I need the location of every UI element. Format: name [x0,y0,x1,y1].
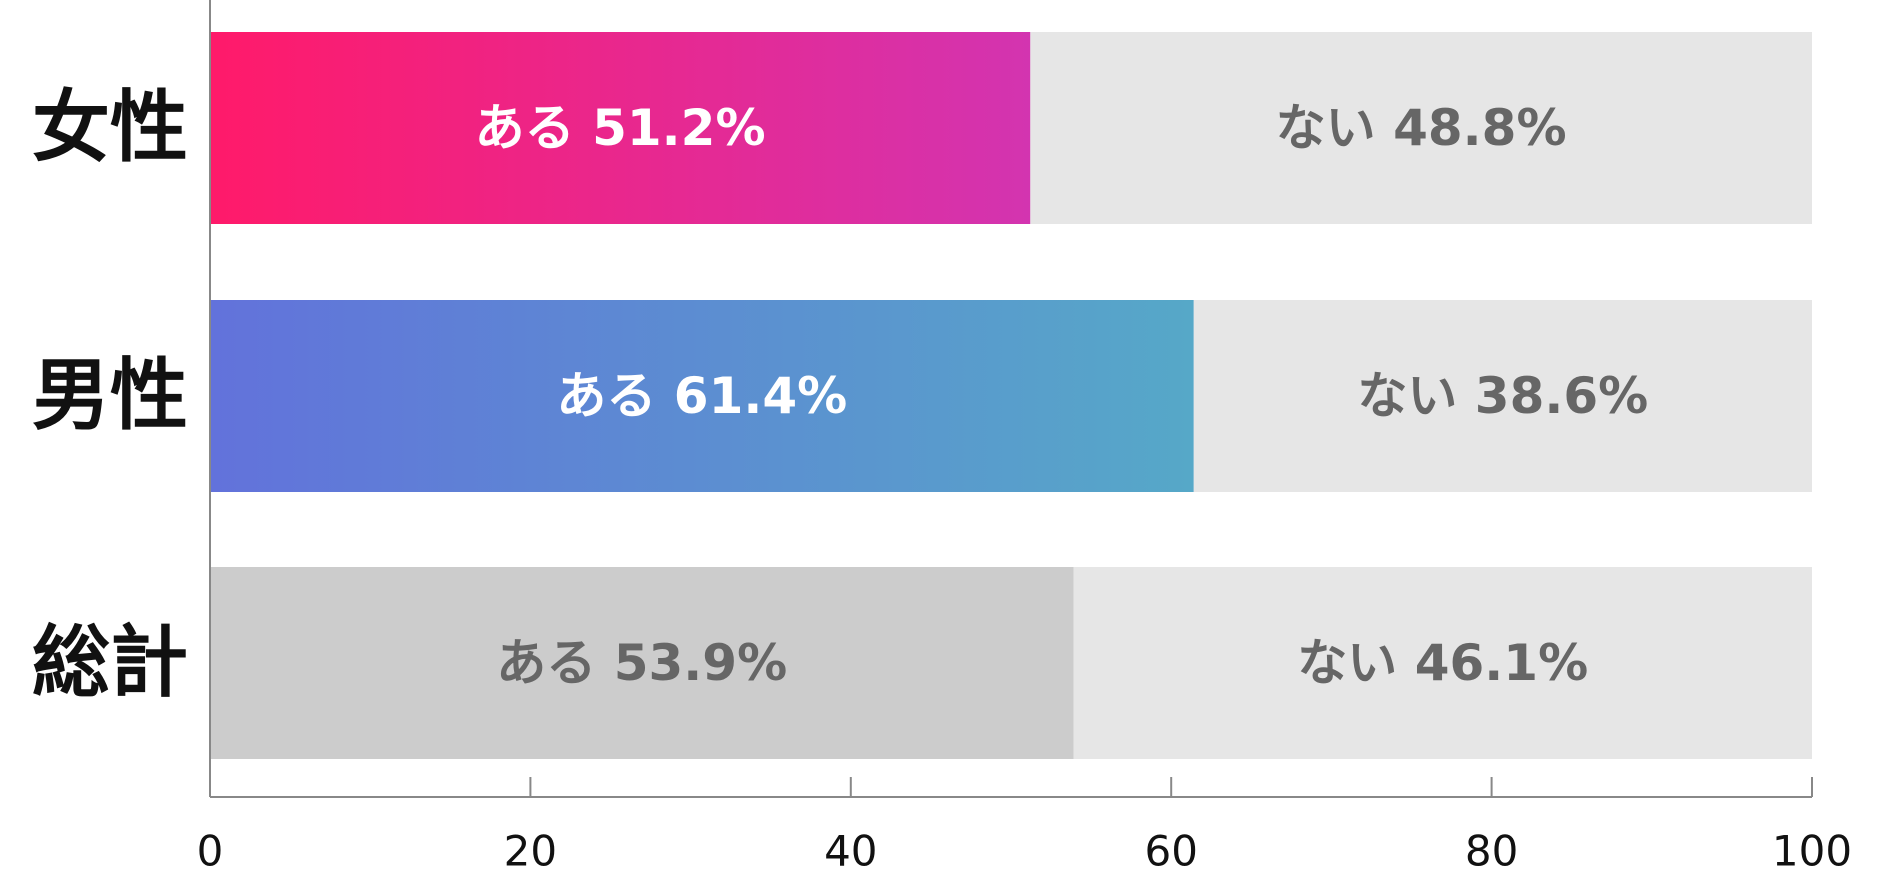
category-label-total: 総計 [32,618,188,708]
data-label-total-aru: ある 53.9% [496,634,787,692]
data-label-female-nai: ない 48.8% [1276,99,1567,157]
category-label-female: 女性 [32,83,188,173]
data-label-male-nai: ない 38.6% [1357,367,1648,425]
x-tick-label-0: 0 [197,827,224,876]
bar-male-aru [210,300,1194,492]
category-label-male: 男性 [32,351,188,441]
bar-male-nai [1193,300,1812,492]
x-tick-label-20: 20 [504,827,557,876]
data-label-female-aru: ある 51.2% [475,99,766,157]
bar-total-nai [1073,567,1812,759]
x-tick-label-40: 40 [824,827,877,876]
data-label-total-nai: ない 46.1% [1297,634,1588,692]
x-tick-label-60: 60 [1144,827,1197,876]
x-axis: 0 20 40 60 80 100 [197,0,1852,876]
bar-total-aru [210,567,1074,759]
x-tick-label-100: 100 [1772,827,1852,876]
data-label-male-aru: ある 61.4% [556,367,847,425]
bar-female-nai [1030,32,1812,224]
bar-female-aru [210,32,1031,224]
x-tick-label-80: 80 [1465,827,1518,876]
